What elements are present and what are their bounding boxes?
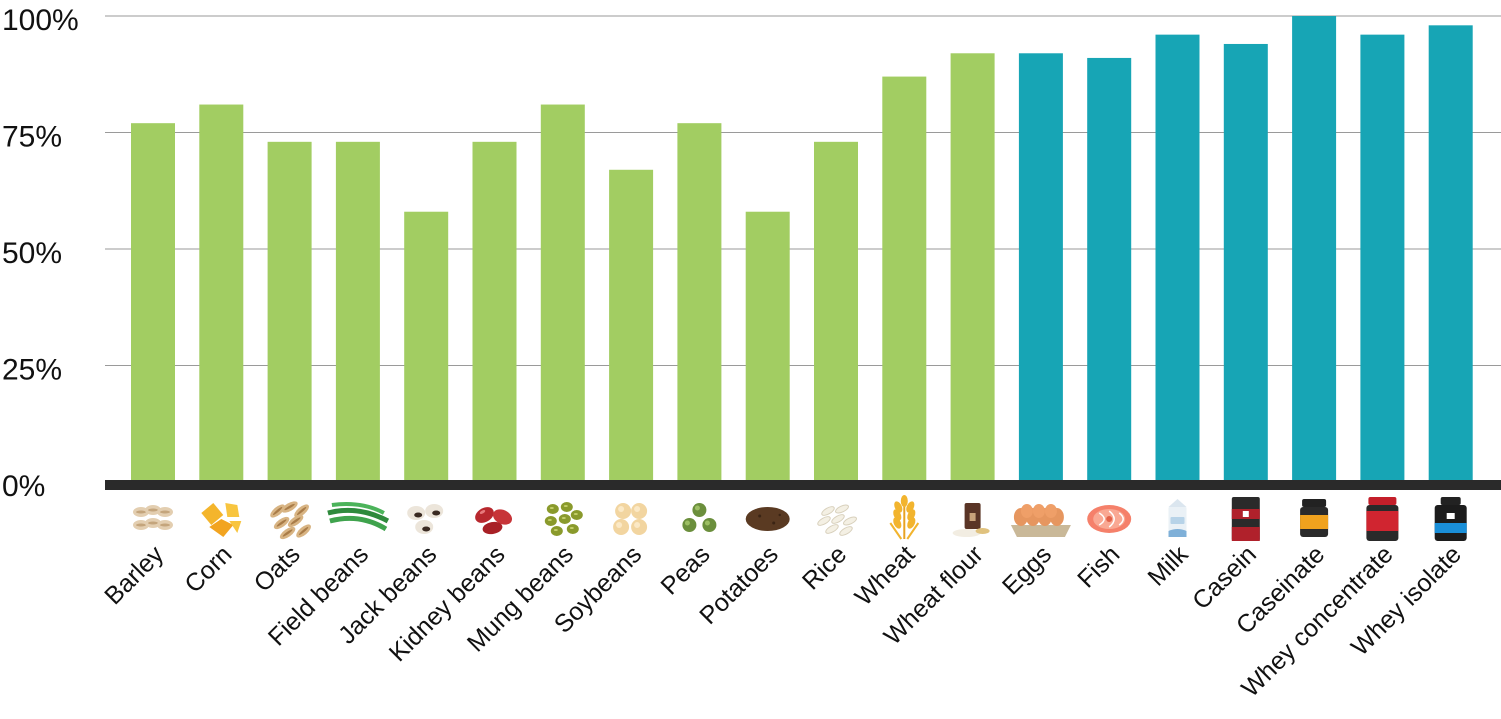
bar	[677, 123, 722, 483]
x-tick-label: Eggs	[997, 540, 1057, 600]
bar	[950, 53, 995, 482]
bar	[745, 211, 790, 482]
wheat-icon	[889, 495, 920, 540]
soybeans-icon	[613, 503, 648, 535]
whey-isolate-icon	[1434, 497, 1467, 541]
bar	[199, 104, 244, 482]
bar	[1223, 43, 1268, 483]
bar	[540, 104, 585, 482]
bar	[267, 141, 312, 482]
x-tick-label: Fish	[1072, 540, 1125, 593]
field-beans-icon	[327, 502, 390, 532]
bars	[131, 16, 1473, 483]
y-tick-label: 50%	[2, 237, 62, 270]
bar	[882, 76, 927, 482]
jack-beans-icon	[407, 504, 444, 534]
y-tick-label: 25%	[2, 354, 62, 387]
bar	[472, 141, 517, 482]
kidney-beans-icon	[475, 507, 513, 535]
bar	[1155, 34, 1200, 482]
eggs-icon	[1010, 504, 1071, 537]
y-tick-label: 0%	[2, 470, 45, 503]
bar	[131, 123, 175, 483]
bar	[814, 141, 858, 482]
bar	[609, 169, 654, 482]
x-tick-label: Oats	[249, 540, 306, 597]
fish-icon	[1087, 505, 1132, 533]
x-tick-label: Rice	[797, 540, 852, 595]
casein-icon	[1231, 497, 1260, 541]
x-tick-label: Barley	[99, 540, 169, 610]
bar	[1018, 53, 1063, 482]
y-axis-tick-labels: 0% 25% 50% 75% 100%	[2, 4, 79, 503]
y-tick-label: 100%	[2, 4, 79, 37]
x-tick-label: Corn	[179, 540, 237, 598]
rice-icon	[817, 504, 857, 536]
wheat-flour-icon	[952, 503, 990, 537]
barley-icon	[133, 505, 173, 530]
oats-icon	[270, 501, 311, 540]
mung-beans-icon	[544, 502, 583, 536]
bar	[335, 141, 380, 482]
corn-icon	[201, 503, 242, 537]
bar	[1360, 34, 1405, 482]
peas-icon	[682, 503, 717, 532]
y-tick-label: 75%	[2, 121, 62, 154]
x-axis-baseline	[105, 480, 1501, 490]
bar	[404, 211, 449, 482]
x-axis-line	[105, 480, 1501, 490]
bar	[1292, 16, 1337, 482]
caseinate-icon	[1300, 499, 1329, 537]
potatoes-icon	[745, 507, 790, 531]
milk-icon	[1168, 499, 1187, 537]
gridlines	[105, 15, 1501, 366]
x-tick-label: Milk	[1142, 540, 1194, 592]
whey-concentrate-icon	[1366, 497, 1399, 541]
x-tick-label: Peas	[655, 540, 715, 600]
bar	[1428, 25, 1473, 482]
category-icons	[133, 495, 1467, 541]
bar	[1087, 57, 1132, 482]
